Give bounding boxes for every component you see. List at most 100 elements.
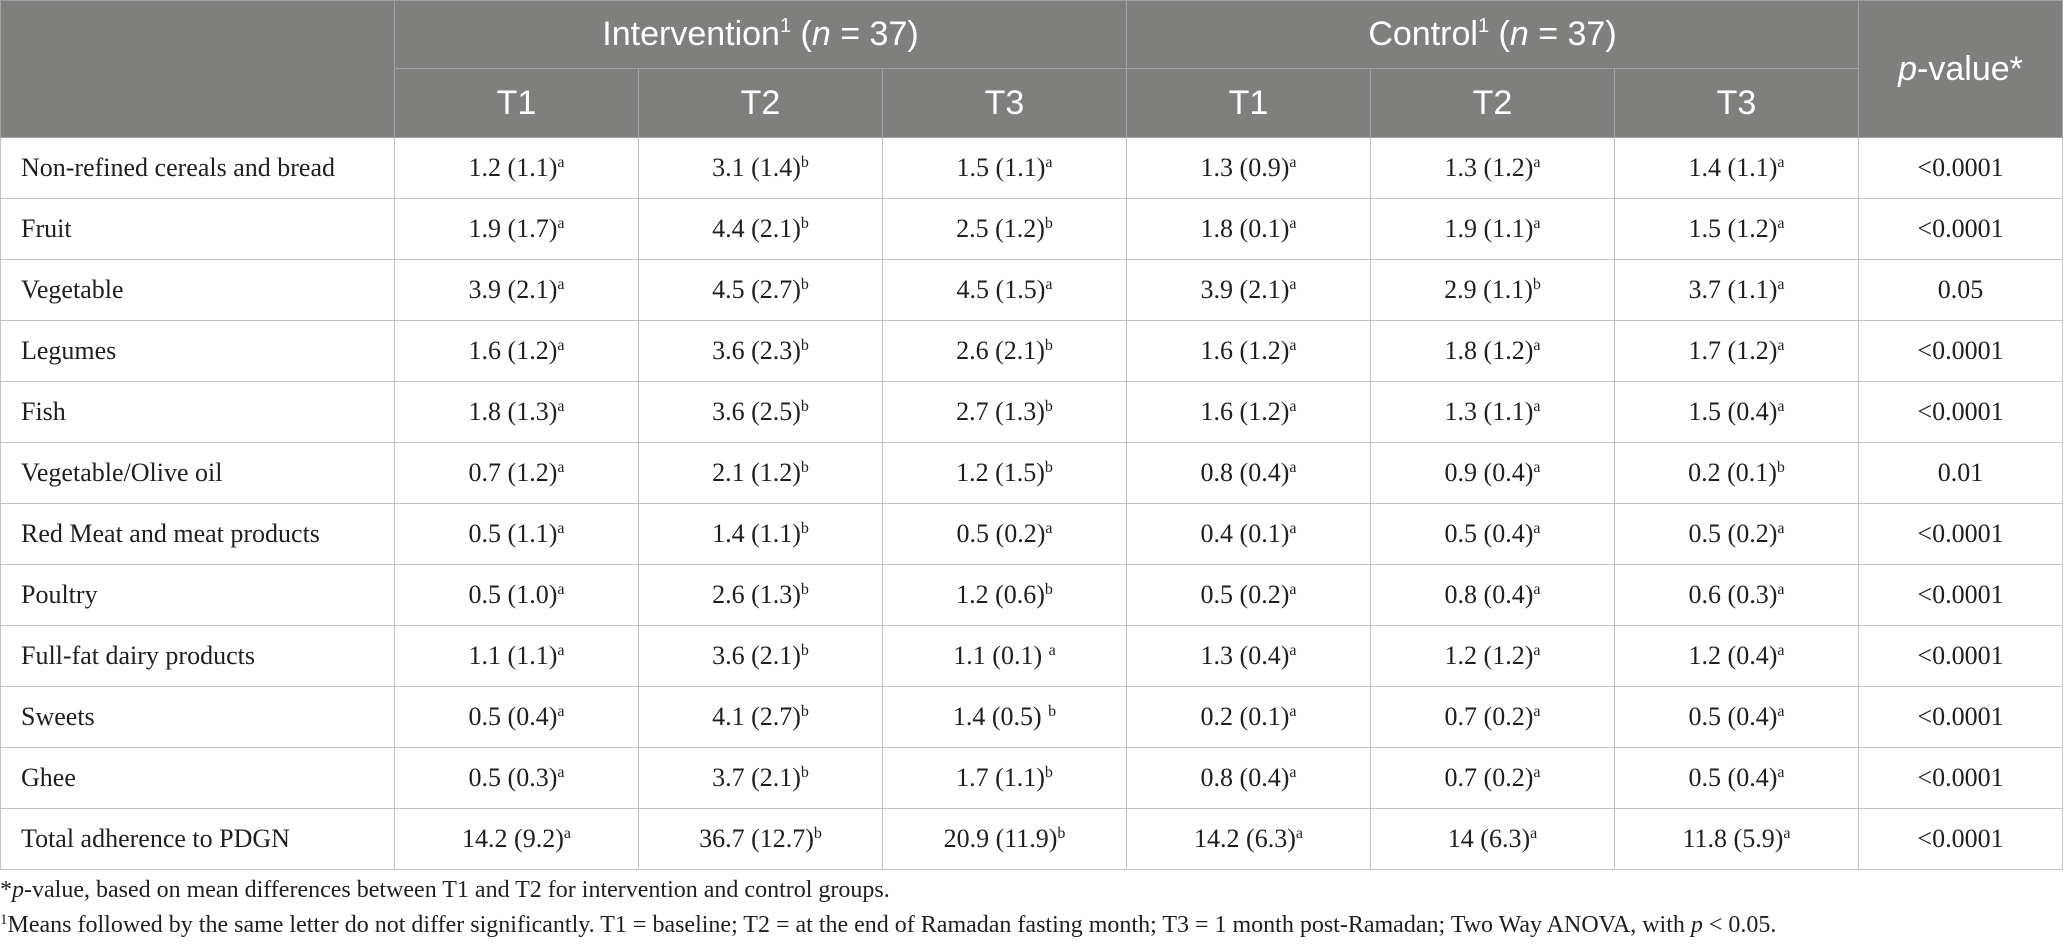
value-cell: 0.5 (0.2)a (1126, 564, 1371, 626)
significance-letter: a (557, 398, 565, 415)
value-cell: 3.7 (2.1)b (638, 747, 883, 809)
control-footnote-mark: 1 (1477, 15, 1490, 37)
value-cell: 1.2 (1.2)a (1370, 625, 1615, 687)
significance-letter: b (1044, 215, 1053, 232)
mean-sd-value: 1.6 (1.2) (1200, 397, 1290, 426)
mean-sd-value: 1.3 (1.2) (1444, 153, 1534, 182)
significance-letter: a (1533, 520, 1541, 537)
mean-sd-value: 4.5 (1.5) (956, 275, 1046, 304)
control-n-value: = 37) (1528, 15, 1617, 53)
intervention-label: Intervention (602, 15, 780, 53)
significance-letter: a (557, 154, 565, 171)
mean-sd-value: 2.1 (1.2) (712, 458, 801, 487)
mean-sd-value: 2.5 (1.2) (956, 214, 1045, 243)
row-label: Vegetable (0, 259, 395, 321)
value-cell: 0.5 (0.4)a (1614, 747, 1859, 809)
intervention-n-open: ( (800, 15, 812, 53)
value-cell: 3.1 (1.4)b (638, 137, 883, 199)
pvalue-cell: <0.0001 (1858, 381, 2063, 443)
mean-sd-value: 3.6 (2.5) (712, 397, 801, 426)
value-cell: 2.6 (2.1)b (882, 320, 1127, 382)
value-cell: 0.5 (0.2)a (882, 503, 1127, 565)
value-cell: 2.5 (1.2)b (882, 198, 1127, 260)
value-cell: 0.7 (0.2)a (1370, 747, 1615, 809)
pvalue-header-p: p (1898, 49, 1918, 88)
table-row: Fish 1.8 (1.3)a 3.6 (2.5)b 2.7 (1.3)b 1.6 (1… (0, 381, 2063, 443)
significance-letter: a (1533, 581, 1541, 598)
significance-letter: a (1533, 215, 1541, 232)
significance-letter: b (1048, 703, 1057, 720)
significance-letter: a (1045, 276, 1053, 293)
mean-sd-value: 2.6 (2.1) (956, 336, 1045, 365)
significance-letter: a (1777, 337, 1785, 354)
footnote-means-text: Means followed by the same letter do not… (7, 912, 1691, 938)
significance-letter: a (557, 459, 565, 476)
significance-letter: a (1533, 337, 1541, 354)
mean-sd-value: 1.2 (0.6) (956, 580, 1045, 609)
value-cell: 0.5 (0.4)a (394, 686, 639, 748)
significance-letter: a (1289, 703, 1297, 720)
row-label: Total adherence to PDGN (0, 808, 395, 870)
table-row: Legumes 1.6 (1.2)a 3.6 (2.3)b 2.6 (2.1)b 1.6… (0, 320, 2063, 382)
row-label: Poultry (0, 564, 395, 626)
table-row: Total adherence to PDGN 14.2 (9.2)a 36.7 (… (0, 808, 2063, 870)
significance-letter: b (1532, 276, 1541, 293)
mean-sd-value: 0.4 (0.1) (1200, 519, 1290, 548)
value-cell: 1.5 (1.1)a (882, 137, 1127, 199)
value-cell: 1.6 (1.2)a (1126, 320, 1371, 382)
significance-letter: b (813, 825, 822, 842)
pvalue-cell: <0.0001 (1858, 503, 2063, 565)
footnote-pvalue-text: -value, based on mean differences betwee… (24, 877, 890, 903)
mean-sd-value: 0.5 (0.4) (468, 702, 558, 731)
pvalue-cell: 0.01 (1858, 442, 2063, 504)
mean-sd-value: 1.3 (1.1) (1444, 397, 1534, 426)
value-cell: 1.5 (0.4)a (1614, 381, 1859, 443)
significance-letter: a (1289, 215, 1297, 232)
mean-sd-value: 0.2 (0.1) (1688, 458, 1777, 487)
time-point-header: T3 (882, 68, 1127, 138)
row-label: Full-fat dairy products (0, 625, 395, 687)
significance-letter: a (1289, 520, 1297, 537)
value-cell: 0.5 (0.4)a (1614, 686, 1859, 748)
value-cell: 4.1 (2.7)b (638, 686, 883, 748)
value-cell: 3.7 (1.1)a (1614, 259, 1859, 321)
value-cell: 1.8 (1.2)a (1370, 320, 1615, 382)
value-cell: 1.2 (0.4)a (1614, 625, 1859, 687)
significance-letter: a (1777, 764, 1785, 781)
pvalue-header-rest: -value* (1917, 49, 2023, 88)
significance-letter: a (1289, 764, 1297, 781)
value-cell: 1.8 (0.1)a (1126, 198, 1371, 260)
significance-letter: a (1777, 398, 1785, 415)
header-blank-cell (0, 0, 395, 138)
value-cell: 11.8 (5.9)a (1614, 808, 1859, 870)
table-row: Ghee 0.5 (0.3)a 3.7 (2.1)b 1.7 (1.1)b 0.8 (0… (0, 747, 2063, 809)
intervention-n-symbol: n (811, 15, 831, 53)
mean-sd-value: 3.1 (1.4) (712, 153, 801, 182)
significance-letter: a (1777, 276, 1785, 293)
mean-sd-value: 1.4 (0.5) (952, 702, 1049, 731)
value-cell: 2.6 (1.3)b (638, 564, 883, 626)
intervention-n-value: = 37) (830, 15, 919, 53)
significance-letter: a (1533, 764, 1541, 781)
mean-sd-value: 1.7 (1.2) (1688, 336, 1778, 365)
significance-letter: a (1045, 520, 1053, 537)
value-cell: 1.9 (1.1)a (1370, 198, 1615, 260)
value-cell: 14.2 (6.3)a (1126, 808, 1371, 870)
value-cell: 0.9 (0.4)a (1370, 442, 1615, 504)
value-cell: 1.3 (1.1)a (1370, 381, 1615, 443)
significance-letter: a (1295, 825, 1303, 842)
pvalue-cell: <0.0001 (1858, 686, 2063, 748)
pvalue-header: p-value* (1858, 0, 2063, 138)
value-cell: 0.7 (0.2)a (1370, 686, 1615, 748)
value-cell: 4.5 (1.5)a (882, 259, 1127, 321)
value-cell: 0.7 (1.2)a (394, 442, 639, 504)
significance-letter: a (557, 215, 565, 232)
mean-sd-value: 1.4 (1.1) (1688, 153, 1778, 182)
value-cell: 0.8 (0.4)a (1370, 564, 1615, 626)
value-cell: 1.7 (1.2)a (1614, 320, 1859, 382)
pvalue-cell: <0.0001 (1858, 808, 2063, 870)
mean-sd-value: 2.6 (1.3) (712, 580, 801, 609)
significance-letter: a (557, 276, 565, 293)
significance-letter: b (1044, 581, 1053, 598)
mean-sd-value: 0.5 (0.4) (1688, 702, 1778, 731)
